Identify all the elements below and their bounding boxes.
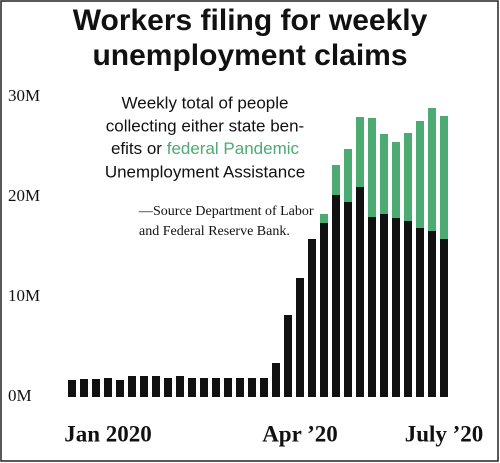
bar-segment xyxy=(392,218,400,397)
bar-segment xyxy=(428,231,436,397)
bar-segment xyxy=(356,187,364,397)
bar-segment xyxy=(224,378,232,397)
bar-segment xyxy=(176,376,184,397)
bar-segment xyxy=(368,217,376,397)
bar-segment xyxy=(284,315,292,397)
bar-segment xyxy=(260,378,268,397)
source-note: —Source Department of Labor xyxy=(138,204,314,219)
bar-segment xyxy=(440,116,448,239)
bar-segment xyxy=(128,376,136,397)
bar-segment xyxy=(188,378,196,397)
annotation: collecting either state ben- xyxy=(106,116,304,135)
bar-segment xyxy=(416,121,424,228)
bar-segment xyxy=(296,278,304,397)
bar-segment xyxy=(80,379,88,397)
source-note: and Federal Reserve Bank. xyxy=(139,224,290,239)
x-tick-label: Apr ’20 xyxy=(262,421,338,446)
y-tick-label: 0M xyxy=(8,386,32,405)
annotation-text: efits or xyxy=(111,139,162,158)
bar-segment xyxy=(344,149,352,202)
bar-segment xyxy=(200,378,208,397)
chart-title: Workers filing for weekly xyxy=(73,4,428,37)
bar-segment xyxy=(368,118,376,217)
bar-segment xyxy=(404,221,412,397)
annotation: efits or federal Pandemic xyxy=(111,139,300,158)
x-tick-label: Jan 2020 xyxy=(64,421,152,446)
bar-segment xyxy=(116,380,124,397)
bar-segment xyxy=(68,380,76,397)
bar-segment xyxy=(392,142,400,218)
annotation-highlight: federal Pandemic xyxy=(167,139,300,158)
bar-segment xyxy=(332,165,340,195)
bar-segment xyxy=(320,214,328,223)
y-tick-label: 10M xyxy=(8,286,40,305)
x-tick-label: July ’20 xyxy=(405,421,484,446)
bar-segment xyxy=(92,379,100,397)
bar-segment xyxy=(344,202,352,397)
bar-segment xyxy=(332,195,340,397)
bar-segment xyxy=(320,223,328,397)
bar-segment xyxy=(356,117,364,187)
annotation: Weekly total of people xyxy=(122,93,289,112)
y-tick-label: 20M xyxy=(8,186,40,205)
bar-segment xyxy=(152,376,160,397)
bar-segment xyxy=(428,108,436,231)
bar-segment xyxy=(416,228,424,397)
chart-title: unemployment claims xyxy=(92,39,407,72)
bar-segment xyxy=(164,378,172,397)
bar-segment xyxy=(380,214,388,397)
bar-segment xyxy=(212,378,220,397)
bar-segment xyxy=(140,376,148,397)
y-tick-label: 30M xyxy=(8,86,40,105)
bar-segment xyxy=(404,133,412,221)
bar-segment xyxy=(248,378,256,397)
bar-segment xyxy=(104,378,112,397)
bar-segment xyxy=(440,239,448,397)
bar-segment xyxy=(380,134,388,214)
bar-segment xyxy=(272,363,280,397)
bar-segment xyxy=(308,239,316,397)
annotation-highlight: Unemployment Assistance xyxy=(105,162,305,181)
bar-segment xyxy=(236,378,244,397)
